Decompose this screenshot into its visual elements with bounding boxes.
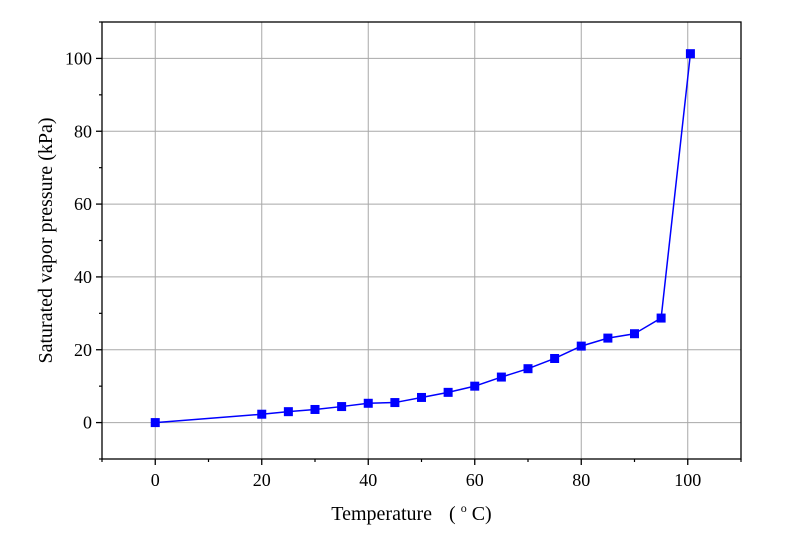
y-tick-label: 60 [74,194,92,214]
y-axis-title: Saturated vapor pressure (kPa) [35,117,57,363]
data-point-marker [685,49,695,59]
x-axis-title-text: Temperature [331,503,432,525]
data-point-marker [150,418,160,428]
x-axis-unit-close: C) [472,503,492,525]
x-axis-unit-degree: o [461,501,467,515]
x-tick-label: 20 [253,470,271,490]
data-point-marker [363,398,373,408]
y-tick-label: 100 [65,48,92,68]
data-point-marker [656,313,666,323]
series-line [155,53,692,424]
axis-ticks [96,21,742,465]
x-axis-title: Temperature ( o C) [331,495,491,525]
data-point-marker [550,353,560,363]
data-point-marker [390,398,400,408]
data-point-marker [603,333,613,343]
data-point-marker [523,364,533,374]
y-tick-label: 40 [74,267,92,287]
x-tick-label: 100 [674,470,701,490]
data-point-marker [310,404,320,414]
y-tick-label: 0 [83,413,92,433]
grid [102,22,741,459]
y-tick-label: 20 [74,340,92,360]
data-point-marker [576,341,586,351]
x-tick-label: 80 [572,470,590,490]
data-point-marker [470,381,480,391]
data-point-marker [417,392,426,402]
series-layer [150,49,695,428]
x-tick-label: 60 [466,470,484,490]
data-point-marker [496,372,506,382]
data-point-marker [630,329,639,339]
x-tick-label: 0 [151,470,160,490]
tick-labels: 0 20 40 60 80 100 0 20 40 60 80 100 [65,48,701,490]
x-tick-label: 40 [359,470,377,490]
data-point-marker [443,387,453,397]
x-axis-unit-open: ( [449,503,456,525]
data-point-marker [283,407,293,417]
data-point-marker [257,409,267,419]
y-tick-label: 80 [74,121,92,141]
data-point-marker [337,402,347,412]
